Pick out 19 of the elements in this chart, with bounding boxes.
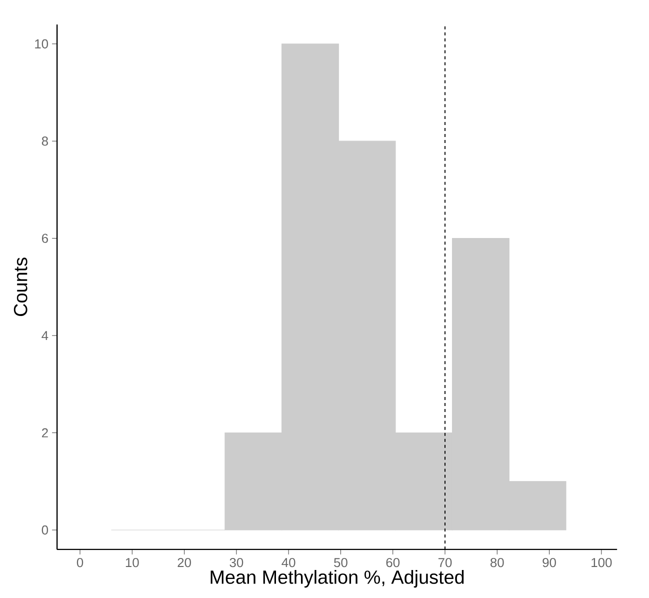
x-tick-label: 80 bbox=[490, 558, 504, 568]
x-tick-label: 40 bbox=[282, 558, 296, 568]
y-tick-label: 2 bbox=[42, 428, 48, 438]
x-tick-label: 50 bbox=[334, 558, 348, 568]
y-tick-label: 4 bbox=[42, 331, 48, 340]
y-tick-label: 8 bbox=[42, 136, 48, 146]
x-tick-label: 10 bbox=[126, 558, 139, 568]
y-tick-label: 6 bbox=[42, 234, 48, 243]
x-tick-label: 60 bbox=[386, 558, 400, 568]
y-tick-label: 10 bbox=[35, 39, 48, 48]
x-tick-label: 100 bbox=[592, 558, 612, 568]
x-tick-label: 90 bbox=[542, 558, 556, 568]
x-tick-label: 0 bbox=[76, 558, 84, 568]
y-tick-label: 0 bbox=[42, 525, 48, 535]
y-axis-title: Counts bbox=[14, 258, 28, 316]
x-tick-label: 70 bbox=[438, 558, 452, 568]
x-tick-label: 20 bbox=[178, 558, 191, 568]
x-axis-title: Mean Methylation %, Adjusted bbox=[210, 570, 464, 588]
x-tick-label: 30 bbox=[230, 558, 244, 568]
